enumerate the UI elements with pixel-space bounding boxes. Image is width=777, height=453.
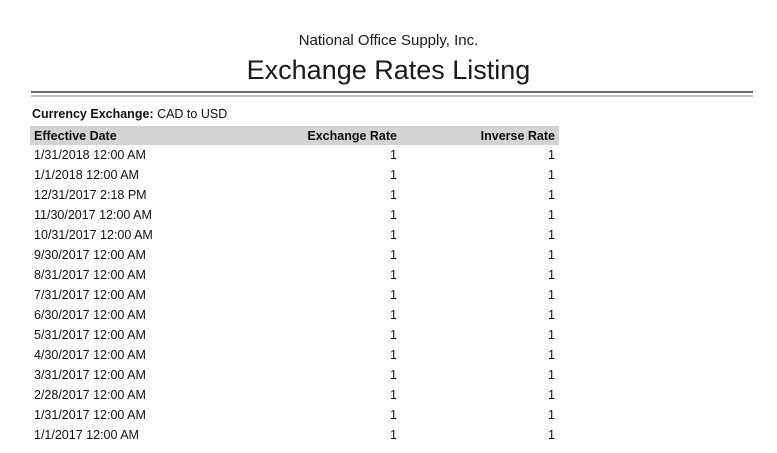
table-row: 4/30/2017 12:00 AM 1 1 [30,345,559,365]
inverse-rate-cell: 1 [548,168,555,182]
exchange-rate-cell: 1 [390,408,397,422]
table-row: 1/1/2018 12:00 AM 1 1 [30,165,559,185]
exchange-rate-cell: 1 [390,388,397,402]
currency-exchange-filter: Currency Exchange: CAD to USD [32,106,777,122]
exchange-rate-cell: 1 [390,248,397,262]
inverse-rate-cell: 1 [548,248,555,262]
table-row: 12/31/2017 2:18 PM 1 1 [30,185,559,205]
effective-date-cell: 7/31/2017 12:00 AM [34,288,146,302]
exchange-rate-cell: 1 [390,328,397,342]
inverse-rate-cell: 1 [548,428,555,442]
inverse-rate-cell: 1 [548,208,555,222]
inverse-rate-cell: 1 [548,188,555,202]
effective-date-cell: 4/30/2017 12:00 AM [34,348,146,362]
exchange-rate-cell: 1 [390,428,397,442]
exchange-rates-table: Effective Date Exchange Rate Inverse Rat… [30,126,559,445]
inverse-rate-cell: 1 [548,288,555,302]
exchange-rate-cell: 1 [390,268,397,282]
exchange-rate-cell: 1 [390,148,397,162]
effective-date-cell: 12/31/2017 2:18 PM [34,188,147,202]
inverse-rate-cell: 1 [548,408,555,422]
inverse-rate-cell: 1 [548,388,555,402]
company-name: National Office Supply, Inc. [298,32,479,49]
column-header-inverse-rate: Inverse Rate [401,126,559,145]
effective-date-cell: 9/30/2017 12:00 AM [34,248,146,262]
effective-date-cell: 11/30/2017 12:00 AM [34,208,152,222]
exchange-rate-cell: 1 [390,288,397,302]
table-row: 5/31/2017 12:00 AM 1 1 [30,325,559,345]
report-title: Exchange Rates Listing [246,55,531,85]
effective-date-cell: 1/31/2017 12:00 AM [34,408,146,422]
exchange-rate-cell: 1 [390,368,397,382]
effective-date-cell: 3/31/2017 12:00 AM [34,368,146,382]
table-body: 1/31/2018 12:00 AM 1 1 1/1/2018 12:00 AM 1 1 1… [30,145,559,445]
inverse-rate-cell: 1 [548,368,555,382]
effective-date-cell: 1/1/2018 12:00 AM [34,168,139,182]
table-row: 2/28/2017 12:00 AM 1 1 [30,385,559,405]
inverse-rate-cell: 1 [548,228,555,242]
effective-date-cell: 8/31/2017 12:00 AM [34,268,146,282]
table-row: 1/1/2017 12:00 AM 1 1 [30,425,559,445]
effective-date-cell: 2/28/2017 12:00 AM [34,388,146,402]
effective-date-cell: 1/1/2017 12:00 AM [34,428,139,442]
inverse-rate-cell: 1 [548,308,555,322]
exchange-rate-cell: 1 [390,228,397,242]
table-row: 1/31/2017 12:00 AM 1 1 [30,405,559,425]
table-header: Effective Date Exchange Rate Inverse Rat… [30,126,559,145]
table-row: 10/31/2017 12:00 AM 1 1 [30,225,559,245]
inverse-rate-cell: 1 [548,348,555,362]
currency-exchange-label: Currency Exchange: [32,107,154,121]
exchange-rate-cell: 1 [390,348,397,362]
inverse-rate-cell: 1 [548,328,555,342]
currency-exchange-value: CAD to USD [157,107,228,121]
effective-date-cell: 10/31/2017 12:00 AM [34,228,153,242]
exchange-rate-cell: 1 [390,308,397,322]
table-row: 8/31/2017 12:00 AM 1 1 [30,265,559,285]
effective-date-cell: 1/31/2018 12:00 AM [34,148,146,162]
table-row: 6/30/2017 12:00 AM 1 1 [30,305,559,325]
inverse-rate-cell: 1 [548,268,555,282]
table-row: 7/31/2017 12:00 AM 1 1 [30,285,559,305]
table-row: 11/30/2017 12:00 AM 1 1 [30,205,559,225]
table-row: 3/31/2017 12:00 AM 1 1 [30,365,559,385]
column-header-effective-date: Effective Date [30,126,243,145]
effective-date-cell: 6/30/2017 12:00 AM [34,308,146,322]
table-row: 9/30/2017 12:00 AM 1 1 [30,245,559,265]
exchange-rate-cell: 1 [390,168,397,182]
inverse-rate-cell: 1 [548,148,555,162]
exchange-rate-cell: 1 [390,208,397,222]
column-header-exchange-rate: Exchange Rate [243,126,401,145]
exchange-rate-cell: 1 [390,188,397,202]
table-row: 1/31/2018 12:00 AM 1 1 [30,145,559,165]
effective-date-cell: 5/31/2017 12:00 AM [34,328,146,342]
title-divider [31,91,753,97]
table-header-row: Effective Date Exchange Rate Inverse Rat… [30,126,559,145]
